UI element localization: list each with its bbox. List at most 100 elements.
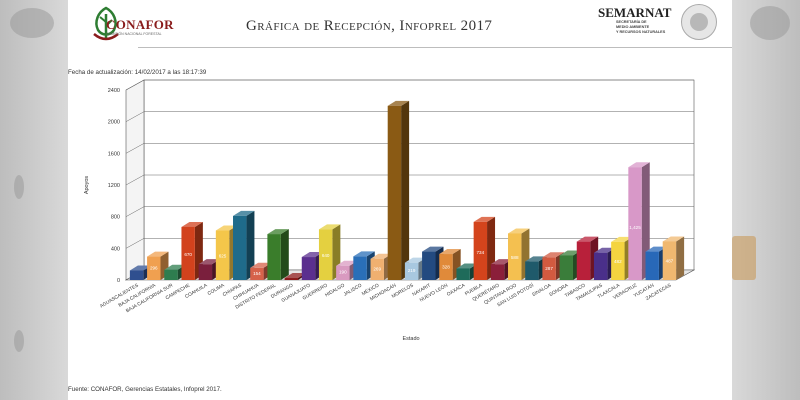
bar-data-label: 296 — [150, 265, 158, 270]
x-tick-label: OAXACA — [446, 282, 467, 298]
bar-side — [676, 236, 685, 280]
bar — [318, 229, 333, 280]
left-blur-shape — [10, 8, 54, 38]
right-blur-shape — [750, 6, 790, 40]
bar-data-label: 670 — [184, 252, 192, 257]
bar — [284, 278, 298, 280]
semarnat-subtitle: SECRETARÍA DE MEDIO AMBIENTE Y RECURSOS … — [616, 20, 665, 35]
y-axis-label: Apoyos — [84, 176, 90, 195]
bar-top — [301, 252, 324, 258]
left-side-backdrop — [0, 0, 68, 400]
bar — [559, 255, 573, 280]
bar — [490, 264, 505, 280]
bar-top — [628, 162, 650, 168]
update-timestamp: Fecha de actualización: 14/02/2017 a las… — [68, 69, 207, 76]
bar — [198, 264, 213, 280]
semarnat-subtitle-line: SECRETARÍA DE — [616, 20, 647, 24]
bar-top — [215, 225, 238, 231]
bar-data-label: 219 — [408, 268, 416, 273]
left-blur-shape — [14, 330, 24, 352]
right-blur-shape — [732, 236, 756, 280]
bar — [233, 215, 247, 280]
bar — [404, 262, 419, 280]
bar-data-label: 328 — [442, 264, 450, 269]
bar-top — [662, 236, 685, 242]
conafor-logo — [88, 4, 188, 44]
bar-top — [525, 256, 547, 262]
bar — [129, 270, 144, 280]
semarnat-wordmark: SEMARNAT — [598, 5, 672, 20]
conafor-wordmark: CONAFOR — [106, 17, 174, 32]
bar — [215, 230, 230, 280]
bar-top — [198, 259, 221, 265]
bar-top — [439, 249, 461, 255]
y-tick-label: 2400 — [108, 88, 120, 94]
bar-top — [404, 257, 427, 263]
bar-top — [267, 229, 289, 235]
bar-top — [542, 252, 564, 258]
left-blur-shape — [14, 175, 24, 199]
bar-top — [422, 246, 444, 252]
y-tick-label: 800 — [111, 215, 120, 221]
bar-top — [508, 228, 530, 234]
bar-data-label: 640 — [322, 253, 330, 258]
bar-side — [401, 100, 410, 280]
bar-data-label: 190 — [339, 270, 347, 275]
bar-top — [147, 251, 169, 257]
x-tick-label: JALISCO — [343, 282, 364, 297]
bar-data-label: 625 — [219, 254, 227, 259]
bar-top — [370, 253, 392, 259]
bar-top — [559, 250, 581, 256]
y-tick-label: 0 — [117, 278, 120, 284]
bar — [250, 267, 264, 280]
bar — [370, 258, 384, 280]
bar — [525, 261, 539, 280]
bar-top — [456, 263, 478, 269]
bar-top — [336, 260, 358, 266]
bar — [508, 233, 522, 280]
bar-top — [593, 247, 616, 253]
bar-data-label: 588 — [511, 255, 519, 260]
bar — [147, 256, 161, 280]
bar — [576, 241, 591, 280]
bar — [456, 268, 470, 280]
bar — [628, 167, 642, 280]
bar-top — [473, 216, 496, 222]
bar — [593, 252, 608, 280]
conafor-subtitle: COMISIÓN NACIONAL FORESTAL — [106, 32, 162, 36]
right-side-backdrop — [732, 0, 800, 400]
bar-side — [246, 210, 255, 280]
gridline — [125, 111, 145, 122]
bar — [336, 265, 350, 280]
bar-top — [611, 236, 633, 242]
bar — [353, 256, 367, 280]
gridline — [125, 143, 145, 154]
bar-data-label: 487 — [666, 259, 674, 264]
x-axis-label: Estado — [402, 336, 419, 342]
slide: CONAFOR COMISIÓN NACIONAL FORESTAL Gráfi… — [68, 0, 732, 400]
bar — [181, 226, 195, 280]
bar-data-label: 269 — [373, 266, 381, 271]
bar-top — [576, 236, 599, 242]
bar — [267, 234, 281, 280]
bar — [164, 269, 178, 280]
bar-top — [164, 264, 186, 270]
y-tick-label: 1200 — [108, 183, 120, 189]
bar-top — [129, 265, 152, 271]
bar-top — [284, 273, 306, 279]
bar-top — [490, 259, 513, 265]
bar-top — [250, 262, 272, 268]
bar-top — [387, 100, 410, 106]
bar — [473, 221, 488, 280]
bar-data-label: 1,425 — [629, 225, 641, 230]
bar-top — [645, 246, 667, 252]
bar — [645, 251, 659, 280]
gridline — [125, 206, 145, 217]
page-title: Gráfica de Recepción, Infoprel 2017 — [246, 18, 493, 34]
y-tick-label: 1600 — [108, 151, 120, 157]
bar-data-label: 482 — [614, 259, 622, 264]
bar — [662, 241, 677, 280]
bar — [611, 241, 625, 280]
bar-top — [181, 221, 203, 227]
bar — [439, 254, 453, 280]
